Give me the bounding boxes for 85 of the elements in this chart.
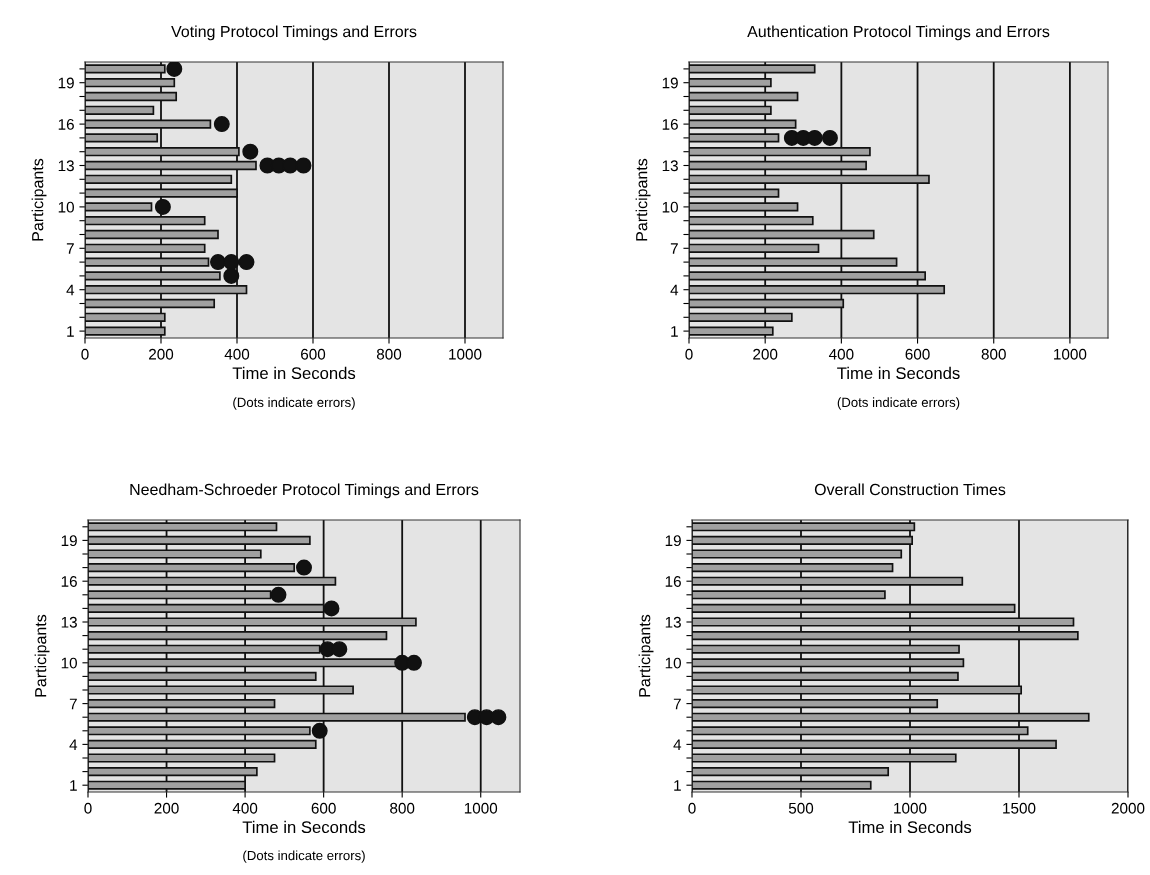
point — [323, 600, 340, 617]
x-tick-label: 500 — [788, 802, 814, 814]
y-tick-label: 16 — [662, 118, 678, 130]
point — [213, 116, 230, 133]
text: (Dots indicate errors) — [243, 850, 365, 863]
bar — [85, 133, 159, 143]
x-tick-label: 0 — [84, 802, 92, 814]
x-tick-label: 800 — [390, 802, 415, 814]
point — [223, 267, 240, 284]
point — [296, 559, 312, 576]
y-tick-label: 13 — [58, 160, 74, 172]
y-axis-title: Participants — [635, 158, 651, 241]
point — [238, 254, 255, 271]
y-tick-label: 13 — [665, 616, 681, 628]
y-tick-label: 1 — [671, 326, 678, 337]
y-tick-label: 16 — [665, 576, 681, 587]
point — [270, 586, 287, 603]
point — [154, 198, 171, 215]
x-axis-title: Time in Seconds — [848, 820, 972, 834]
x-tick-label: 1000 — [449, 348, 482, 360]
chart-title: Overall Construction Times — [814, 483, 1006, 496]
text: (Dots indicate errors) — [233, 397, 355, 410]
x-tick-label: 400 — [224, 348, 250, 360]
y-tick-label: 19 — [662, 77, 678, 89]
x-tick-label: 400 — [232, 802, 258, 814]
x-tick-label: 200 — [154, 802, 179, 814]
x-tick-label: 0 — [688, 802, 696, 814]
y-tick-label: 7 — [673, 698, 681, 710]
x-axis-title: Time in Seconds — [837, 366, 960, 380]
y-tick-label: 4 — [673, 739, 682, 750]
x-tick-label: 1000 — [1054, 348, 1087, 360]
y-tick-label: 10 — [665, 657, 681, 669]
y-tick-label: 16 — [58, 118, 74, 130]
y-tick-label: 13 — [662, 160, 678, 172]
point — [295, 157, 312, 174]
x-tick-label: 600 — [905, 348, 930, 360]
y-tick-label: 10 — [662, 201, 678, 213]
x-tick-label: 200 — [753, 348, 778, 360]
x-tick-label: 1500 — [1003, 802, 1036, 814]
y-tick-label: 19 — [58, 77, 74, 89]
point — [166, 62, 183, 77]
x-tick-label: 0 — [81, 348, 89, 360]
x-tick-label: 800 — [376, 348, 402, 360]
y-tick-label: 4 — [66, 284, 75, 296]
x-tick-label: 0 — [685, 348, 693, 360]
y-tick-label: 1 — [674, 780, 681, 791]
point — [223, 254, 240, 271]
x-tick-label: 1000 — [894, 802, 927, 814]
x-tick-label: 800 — [981, 348, 1006, 360]
x-tick-label: 400 — [828, 348, 854, 360]
bar — [85, 105, 155, 115]
y-tick-label: 10 — [58, 201, 74, 213]
point — [210, 254, 226, 271]
y-tick-label: 4 — [670, 284, 679, 296]
x-tick-label: 600 — [301, 348, 326, 360]
y-tick-label: 7 — [670, 243, 678, 254]
text: (Dots indicate errors) — [837, 397, 960, 410]
y-tick-label: 10 — [61, 657, 77, 669]
y-tick-label: 7 — [69, 698, 77, 710]
y-tick-label: 19 — [61, 535, 77, 547]
x-tick-label: 1000 — [464, 802, 498, 814]
chart-title: Needham-Schroeder Protocol Timings and Errors — [130, 483, 479, 499]
point — [282, 157, 299, 174]
y-axis-title: Participants — [34, 614, 50, 697]
chart-title: Voting Protocol Timings and Errors — [171, 25, 417, 41]
y-tick-label: 7 — [66, 243, 74, 254]
y-tick-label: 1 — [67, 326, 74, 337]
y-tick-label: 19 — [665, 535, 681, 547]
y-tick-label: 16 — [61, 576, 77, 587]
x-tick-label: 600 — [311, 802, 336, 814]
x-tick-label: 2000 — [1111, 802, 1145, 814]
y-tick-label: 13 — [61, 616, 77, 628]
y-axis-title: Participants — [31, 158, 47, 241]
point — [242, 143, 259, 160]
x-axis-title: Time in Seconds — [242, 820, 366, 834]
y-tick-label: 4 — [69, 739, 78, 750]
bar — [85, 202, 153, 212]
y-tick-label: 1 — [70, 780, 77, 791]
chart-title: Authentication Protocol Timings and Errors — [747, 25, 1050, 41]
x-tick-label: 200 — [149, 348, 174, 360]
point — [331, 641, 348, 658]
y-axis-title: Participants — [638, 614, 654, 697]
point — [490, 709, 507, 726]
point — [311, 722, 328, 739]
x-axis-title: Time in Seconds — [232, 366, 356, 380]
